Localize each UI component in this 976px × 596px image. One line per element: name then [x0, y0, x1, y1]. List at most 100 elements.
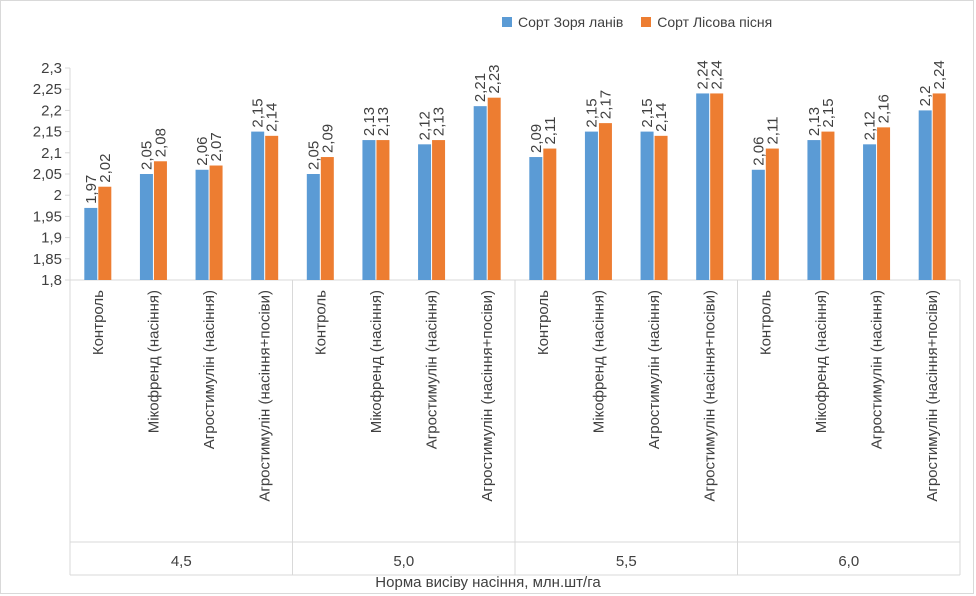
bar-series-1 — [195, 169, 209, 280]
legend-swatch-series-1 — [502, 17, 512, 27]
group-label: 4,5 — [171, 553, 192, 570]
data-label-series-2: 2,11 — [764, 116, 781, 144]
y-tick-label: 2,3 — [41, 60, 62, 77]
bar-series-2 — [265, 135, 279, 280]
bar-series-2 — [432, 140, 446, 280]
data-label-series-1: 2,13 — [361, 107, 378, 136]
category-label: Мікофренд (насіння) — [145, 290, 162, 433]
data-label-series-1: 2,15 — [250, 98, 267, 127]
bar-series-2 — [821, 131, 835, 280]
x-axis-title: Норма висіву насіння, млн.шт/га — [375, 574, 601, 591]
data-label-series-2: 2,13 — [431, 107, 448, 136]
data-label-series-2: 2,14 — [264, 103, 281, 132]
bar-series-1 — [306, 174, 320, 280]
data-label-series-1: 2,21 — [472, 73, 489, 102]
data-label-series-1: 2,2 — [917, 86, 934, 107]
data-label-series-1: 2,06 — [194, 137, 211, 166]
legend-label-series-1: Сорт Зоря ланів — [518, 14, 624, 30]
bar-series-1 — [807, 140, 821, 280]
bar-series-1 — [529, 157, 543, 280]
legend-label-series-2: Сорт Лісова пісня — [657, 14, 773, 30]
legend-item-series-1: Сорт Зоря ланів — [502, 14, 623, 30]
bar-series-2 — [710, 93, 724, 280]
group-label: 5,5 — [616, 553, 637, 570]
category-label: Контроль — [535, 290, 552, 355]
bar-series-1 — [473, 106, 487, 280]
legend-item-series-2: Сорт Лісова пісня — [641, 14, 772, 30]
data-label-series-2: 2,23 — [486, 64, 503, 93]
category-label: Агростимулін (насіння) — [424, 290, 441, 449]
y-tick-label: 2,05 — [33, 166, 62, 183]
data-label-series-2: 2,11 — [542, 116, 559, 144]
category-label: Агростимулін (насіння+посіви) — [702, 290, 719, 502]
data-label-series-1: 2,06 — [750, 137, 767, 166]
data-label-series-1: 2,13 — [806, 107, 823, 136]
bar-series-2 — [320, 157, 334, 280]
legend: Сорт Зоря ланів Сорт Лісова пісня — [502, 14, 772, 30]
bar-series-2 — [487, 97, 501, 281]
data-label-series-2: 2,17 — [597, 90, 614, 119]
y-tick-label: 2,15 — [33, 124, 62, 141]
data-label-series-1: 2,09 — [528, 124, 545, 153]
bar-series-1 — [863, 144, 877, 280]
bar-series-2 — [98, 186, 112, 280]
data-label-series-2: 2,13 — [375, 107, 392, 136]
data-label-series-2: 2,15 — [820, 98, 837, 127]
group-label: 6,0 — [838, 553, 859, 570]
data-label-series-1: 2,05 — [305, 141, 322, 170]
category-label: Контроль — [312, 290, 329, 355]
bar-series-2 — [209, 165, 223, 280]
bar-series-1 — [696, 93, 710, 280]
bar-series-2 — [543, 148, 557, 280]
bar-series-2 — [654, 135, 668, 280]
category-label: Агростимулін (насіння) — [646, 290, 663, 449]
bar-series-2 — [877, 127, 891, 280]
bar-series-1 — [362, 140, 376, 280]
category-label: Агростимулін (насіння) — [201, 290, 218, 449]
y-tick-label: 1,95 — [33, 208, 62, 225]
data-label-series-2: 2,08 — [152, 128, 169, 157]
bar-series-1 — [139, 174, 153, 280]
y-tick-label: 2,1 — [41, 145, 62, 162]
data-label-series-1: 2,15 — [583, 98, 600, 127]
group-label: 5,0 — [393, 553, 414, 570]
category-label: Агростимулін (насіння+посіви) — [479, 290, 496, 502]
y-tick-label: 1,9 — [41, 230, 62, 247]
data-label-series-1: 1,97 — [83, 175, 100, 204]
category-label: Контроль — [90, 290, 107, 355]
data-label-series-1: 2,15 — [639, 98, 656, 127]
data-label-series-2: 2,24 — [709, 60, 726, 89]
legend-swatch-series-2 — [641, 17, 652, 27]
category-label: Мікофренд (насіння) — [813, 290, 830, 433]
bar-series-2 — [376, 140, 390, 280]
bar-series-1 — [584, 131, 598, 280]
data-label-series-2: 2,09 — [319, 124, 336, 153]
category-label: Агростимулін (насіння+посіви) — [924, 290, 941, 502]
category-label: Агростимулін (насіння+посіви) — [257, 290, 274, 502]
bar-series-1 — [251, 131, 265, 280]
bar-series-2 — [932, 93, 946, 280]
data-label-series-2: 2,14 — [653, 103, 670, 132]
y-tick-label: 2 — [54, 187, 62, 204]
category-label: Мікофренд (насіння) — [368, 290, 385, 433]
data-label-series-1: 2,12 — [862, 111, 879, 140]
bar-series-1 — [918, 110, 932, 281]
category-label: Агростимулін (насіння) — [869, 290, 886, 449]
data-label-series-1: 2,05 — [138, 141, 155, 170]
data-label-series-2: 2,07 — [208, 132, 225, 161]
y-tick-label: 1,85 — [33, 251, 62, 268]
bar-series-1 — [84, 207, 98, 280]
category-label: Мікофренд (насіння) — [590, 290, 607, 433]
y-tick-label: 1,8 — [41, 272, 62, 289]
bar-series-1 — [751, 169, 765, 280]
bar-series-1 — [418, 144, 432, 280]
bar-series-2 — [598, 123, 612, 281]
bar-series-1 — [640, 131, 654, 280]
y-tick-label: 2,25 — [33, 81, 62, 98]
data-label-series-1: 2,12 — [417, 111, 434, 140]
data-label-series-2: 2,02 — [97, 154, 114, 183]
y-tick-label: 2,2 — [41, 102, 62, 119]
data-label-series-2: 2,16 — [876, 94, 893, 123]
